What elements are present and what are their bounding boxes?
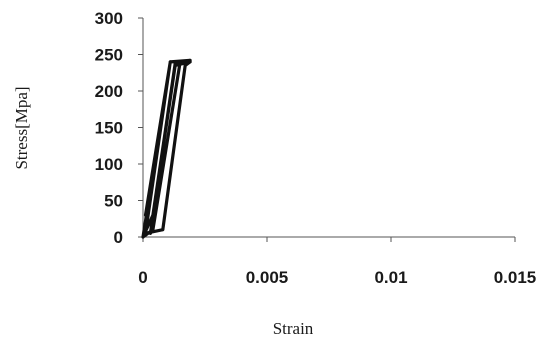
axes xyxy=(138,17,516,242)
y-tick-label: 150 xyxy=(95,119,123,138)
series-line xyxy=(141,58,192,239)
x-axis-label: Strain xyxy=(273,319,314,338)
data-point xyxy=(151,228,155,232)
y-tick-label: 50 xyxy=(104,192,123,211)
x-tick-label: 0 xyxy=(138,268,147,287)
data-point xyxy=(178,60,182,64)
y-tick-label: 0 xyxy=(114,228,123,247)
data-point xyxy=(188,60,192,64)
y-tick-label: 200 xyxy=(95,82,123,101)
y-axis-label: Stress[Mpa] xyxy=(12,86,31,169)
x-tick-label: 0.015 xyxy=(494,268,537,287)
data-point xyxy=(151,213,155,217)
y-tick-label: 250 xyxy=(95,46,123,65)
y-tick-label: 100 xyxy=(95,155,123,174)
x-tick-label: 0.005 xyxy=(246,268,289,287)
y-tick-label: 300 xyxy=(95,9,123,28)
data-point xyxy=(173,61,177,65)
data-point xyxy=(168,60,172,64)
data-point xyxy=(149,231,152,235)
series-layer xyxy=(141,58,192,239)
data-point xyxy=(183,64,187,67)
data-point xyxy=(173,64,177,67)
data-point xyxy=(144,231,147,235)
tick-labels: 0 50 100 150 200 250 300 0 0.005 0.01 0.015 xyxy=(95,9,537,287)
data-point xyxy=(161,228,165,232)
data-point xyxy=(144,213,147,217)
data-point xyxy=(141,235,145,239)
x-tick-label: 0.01 xyxy=(374,268,407,287)
